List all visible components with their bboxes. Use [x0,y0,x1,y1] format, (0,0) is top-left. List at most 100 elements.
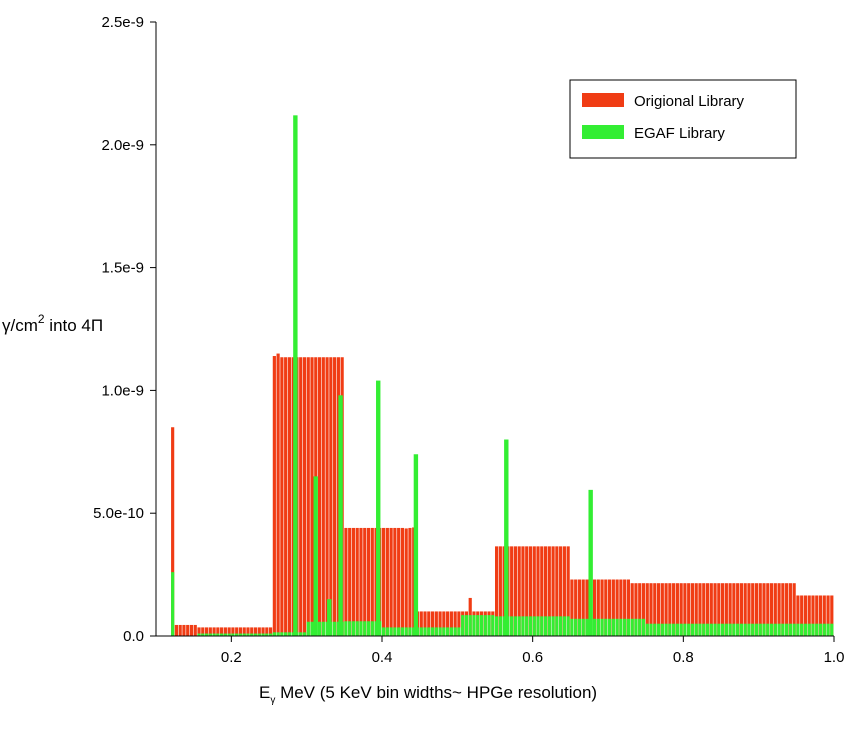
origional-library-bar-101 [551,546,555,636]
origional-library-bar-27 [272,356,276,636]
egaf-library-bar-154 [773,623,777,636]
x-tick-label-2: 0.6 [522,649,543,666]
origional-library-bar-92 [517,546,521,636]
origional-library-bar-37 [310,357,314,636]
origional-library-bar-127 [649,583,653,636]
egaf-library-bar-62 [427,627,431,636]
egaf-library-bar-159 [792,623,796,636]
egaf-library-bar-57 [408,627,412,636]
origional-library-bar-23 [257,627,261,636]
egaf-library-bar-43 [355,621,359,636]
origional-library-bar-138 [690,583,695,636]
egaf-library-bar-163 [807,623,811,636]
origional-library-bar-6 [193,624,197,636]
egaf-library-bar-132 [690,623,695,636]
series-egaf-library [171,115,834,636]
egaf-library-bar-144 [736,623,740,636]
egaf-library-bar-51 [385,627,389,636]
egaf-library-bar-152 [766,623,770,636]
egaf-library-bar-85 [513,616,517,636]
origional-library-bar-169 [807,595,811,636]
origional-library-bar-3 [182,624,186,636]
egaf-library-peak-3 [338,395,343,636]
egaf-library-bar-157 [785,623,789,636]
egaf-library-bar-104 [585,618,589,636]
origional-library-bar-159 [769,583,774,636]
egaf-library-bar-97 [559,616,563,636]
egaf-library-bar-115 [626,618,630,636]
origional-library-bar-114 [600,579,604,636]
origional-library-bar-72 [442,611,446,636]
origional-library-bar-90 [510,546,514,636]
origional-library-bar-97 [536,546,540,636]
egaf-library-bar-88 [525,616,529,636]
origional-library-bar-51 [363,527,367,636]
egaf-library-bar-63 [430,627,435,636]
egaf-library-peak-0 [293,115,298,636]
origional-library-bar-136 [683,583,687,636]
origional-library-bar-132 [668,583,672,636]
egaf-library-bar-81 [498,616,502,636]
egaf-library-bar-136 [705,623,710,636]
origional-library-bar-59 [393,527,397,636]
egaf-library-bar-90 [532,616,536,636]
origional-library-bar-25 [265,627,269,636]
egaf-library-bar-89 [528,616,533,636]
egaf-library-peak-2 [327,599,332,636]
egaf-library-bar-116 [630,618,634,636]
egaf-library-bar-24 [284,632,288,636]
egaf-library-bar-22 [276,632,280,636]
egaf-library-bar-128 [675,623,679,636]
origional-library-bar-66 [419,611,423,636]
origional-library-bar-28 [276,353,280,636]
origional-library-bar-63 [408,527,412,636]
origional-library-bar-173 [822,595,826,636]
egaf-library-bar-101 [574,618,578,636]
egaf-library-bar-70 [457,627,461,636]
egaf-library-bar-168 [826,623,830,636]
egaf-library-peak-1 [313,476,318,636]
egaf-library-bar-96 [555,616,559,636]
egaf-library-bar-80 [495,616,499,636]
origional-library-bar-151 [739,583,743,636]
origional-library-bar-102 [555,546,559,636]
egaf-library-bar-21 [272,632,276,636]
egaf-library-bar-162 [803,623,808,636]
origional-library-bar-150 [736,583,740,636]
origional-library-bar-153 [747,583,751,636]
egaf-library-bar-102 [577,618,582,636]
egaf-library-bar-117 [634,618,638,636]
origional-library-bar-129 [656,583,661,636]
egaf-library-bar-2 [201,633,205,636]
origional-library-bar-112 [592,579,597,636]
origional-library-bar-12 [216,627,220,636]
egaf-library-bar-18 [261,633,265,636]
egaf-library-bar-160 [796,623,800,636]
egaf-library-bar-145 [739,623,743,636]
origional-library-bar-57 [385,527,389,636]
egaf-library-bar-143 [732,623,736,636]
origional-library-bar-126 [645,583,649,636]
y-tick-label-5: 2.5e-9 [101,14,144,31]
origional-library-bar-154 [751,583,755,636]
origional-library-bar-17 [235,627,239,636]
origional-library-bar-13 [220,627,224,636]
origional-library-bar-71 [438,611,442,636]
egaf-library-bar-158 [788,623,792,636]
origional-library-bar-174 [826,595,830,636]
egaf-library-bar-46 [366,621,371,636]
legend-label-origional-library: Origional Library [634,93,745,110]
origional-library-bar-46 [344,527,348,636]
y-axis-label: γ/cm2 into 4Π [2,312,103,335]
egaf-library-bar-55 [400,627,404,636]
origional-library-bar-139 [694,583,698,636]
origional-library-bar-148 [728,583,732,636]
egaf-library-bar-31 [310,621,314,636]
y-ticks: 0.0 5.0e-10 1.0e-9 1.5e-9 2.0e-9 2.5e-9 [93,14,156,645]
egaf-library-bar-45 [363,621,367,636]
egaf-library-bar-169 [830,623,834,636]
egaf-library-bar-94 [547,616,551,636]
origional-library-bar-164 [788,583,792,636]
origional-library-bar-0 [171,427,175,636]
legend-swatch-origional-library [582,93,624,107]
